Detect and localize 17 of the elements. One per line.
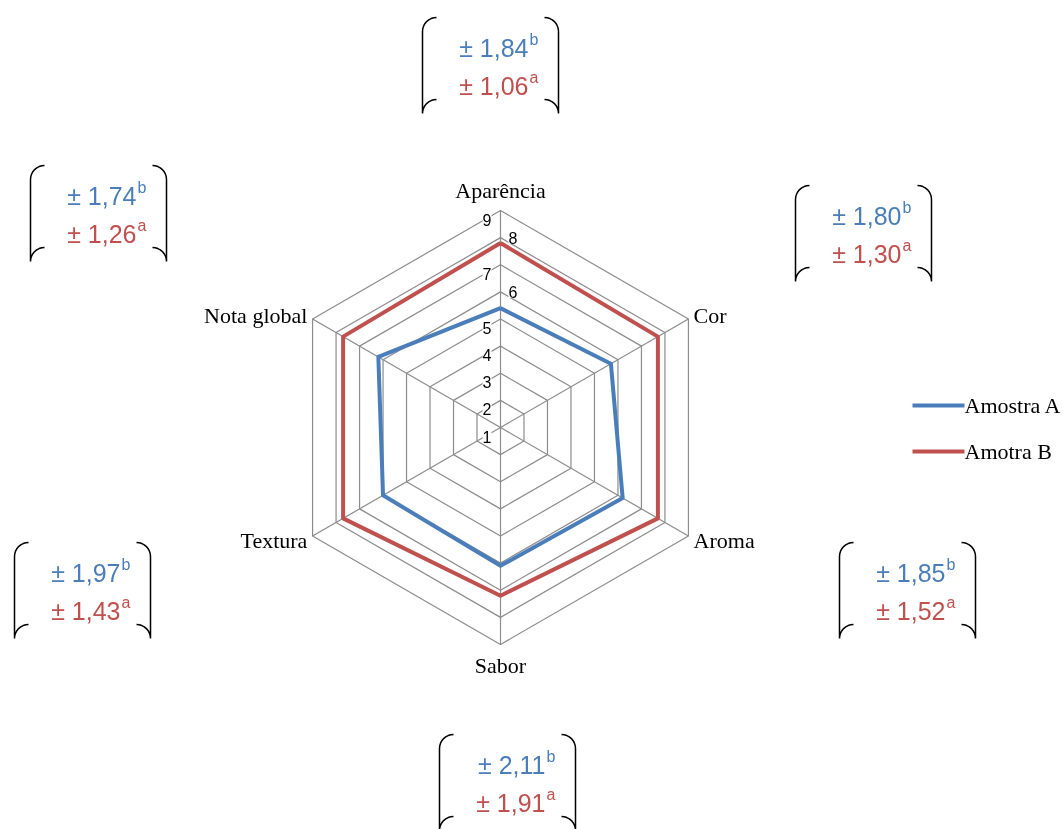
y-tick-label: 6	[508, 283, 518, 301]
y-tick-label: 7	[482, 265, 492, 283]
y-tick-label: 8	[508, 229, 518, 247]
y-tick-label: 3	[482, 374, 492, 392]
y-tick-label: 5	[482, 320, 492, 337]
y-tick-label: 1	[482, 428, 492, 446]
spoke-label: Nota global	[204, 302, 308, 328]
spoke-label: Textura	[240, 527, 308, 553]
y-tick-label: 2	[482, 401, 492, 419]
spoke-label: Aroma	[693, 527, 755, 553]
spoke-label: Cor	[693, 302, 728, 328]
y-tick-label: 4	[482, 347, 492, 365]
legend-label: Amostra A	[964, 393, 1061, 418]
legend-label: Amotra B	[964, 439, 1052, 464]
spoke-label: Sabor	[474, 652, 527, 678]
y-tick-label: 9	[482, 211, 492, 229]
spoke-label: Aparência	[455, 177, 546, 203]
